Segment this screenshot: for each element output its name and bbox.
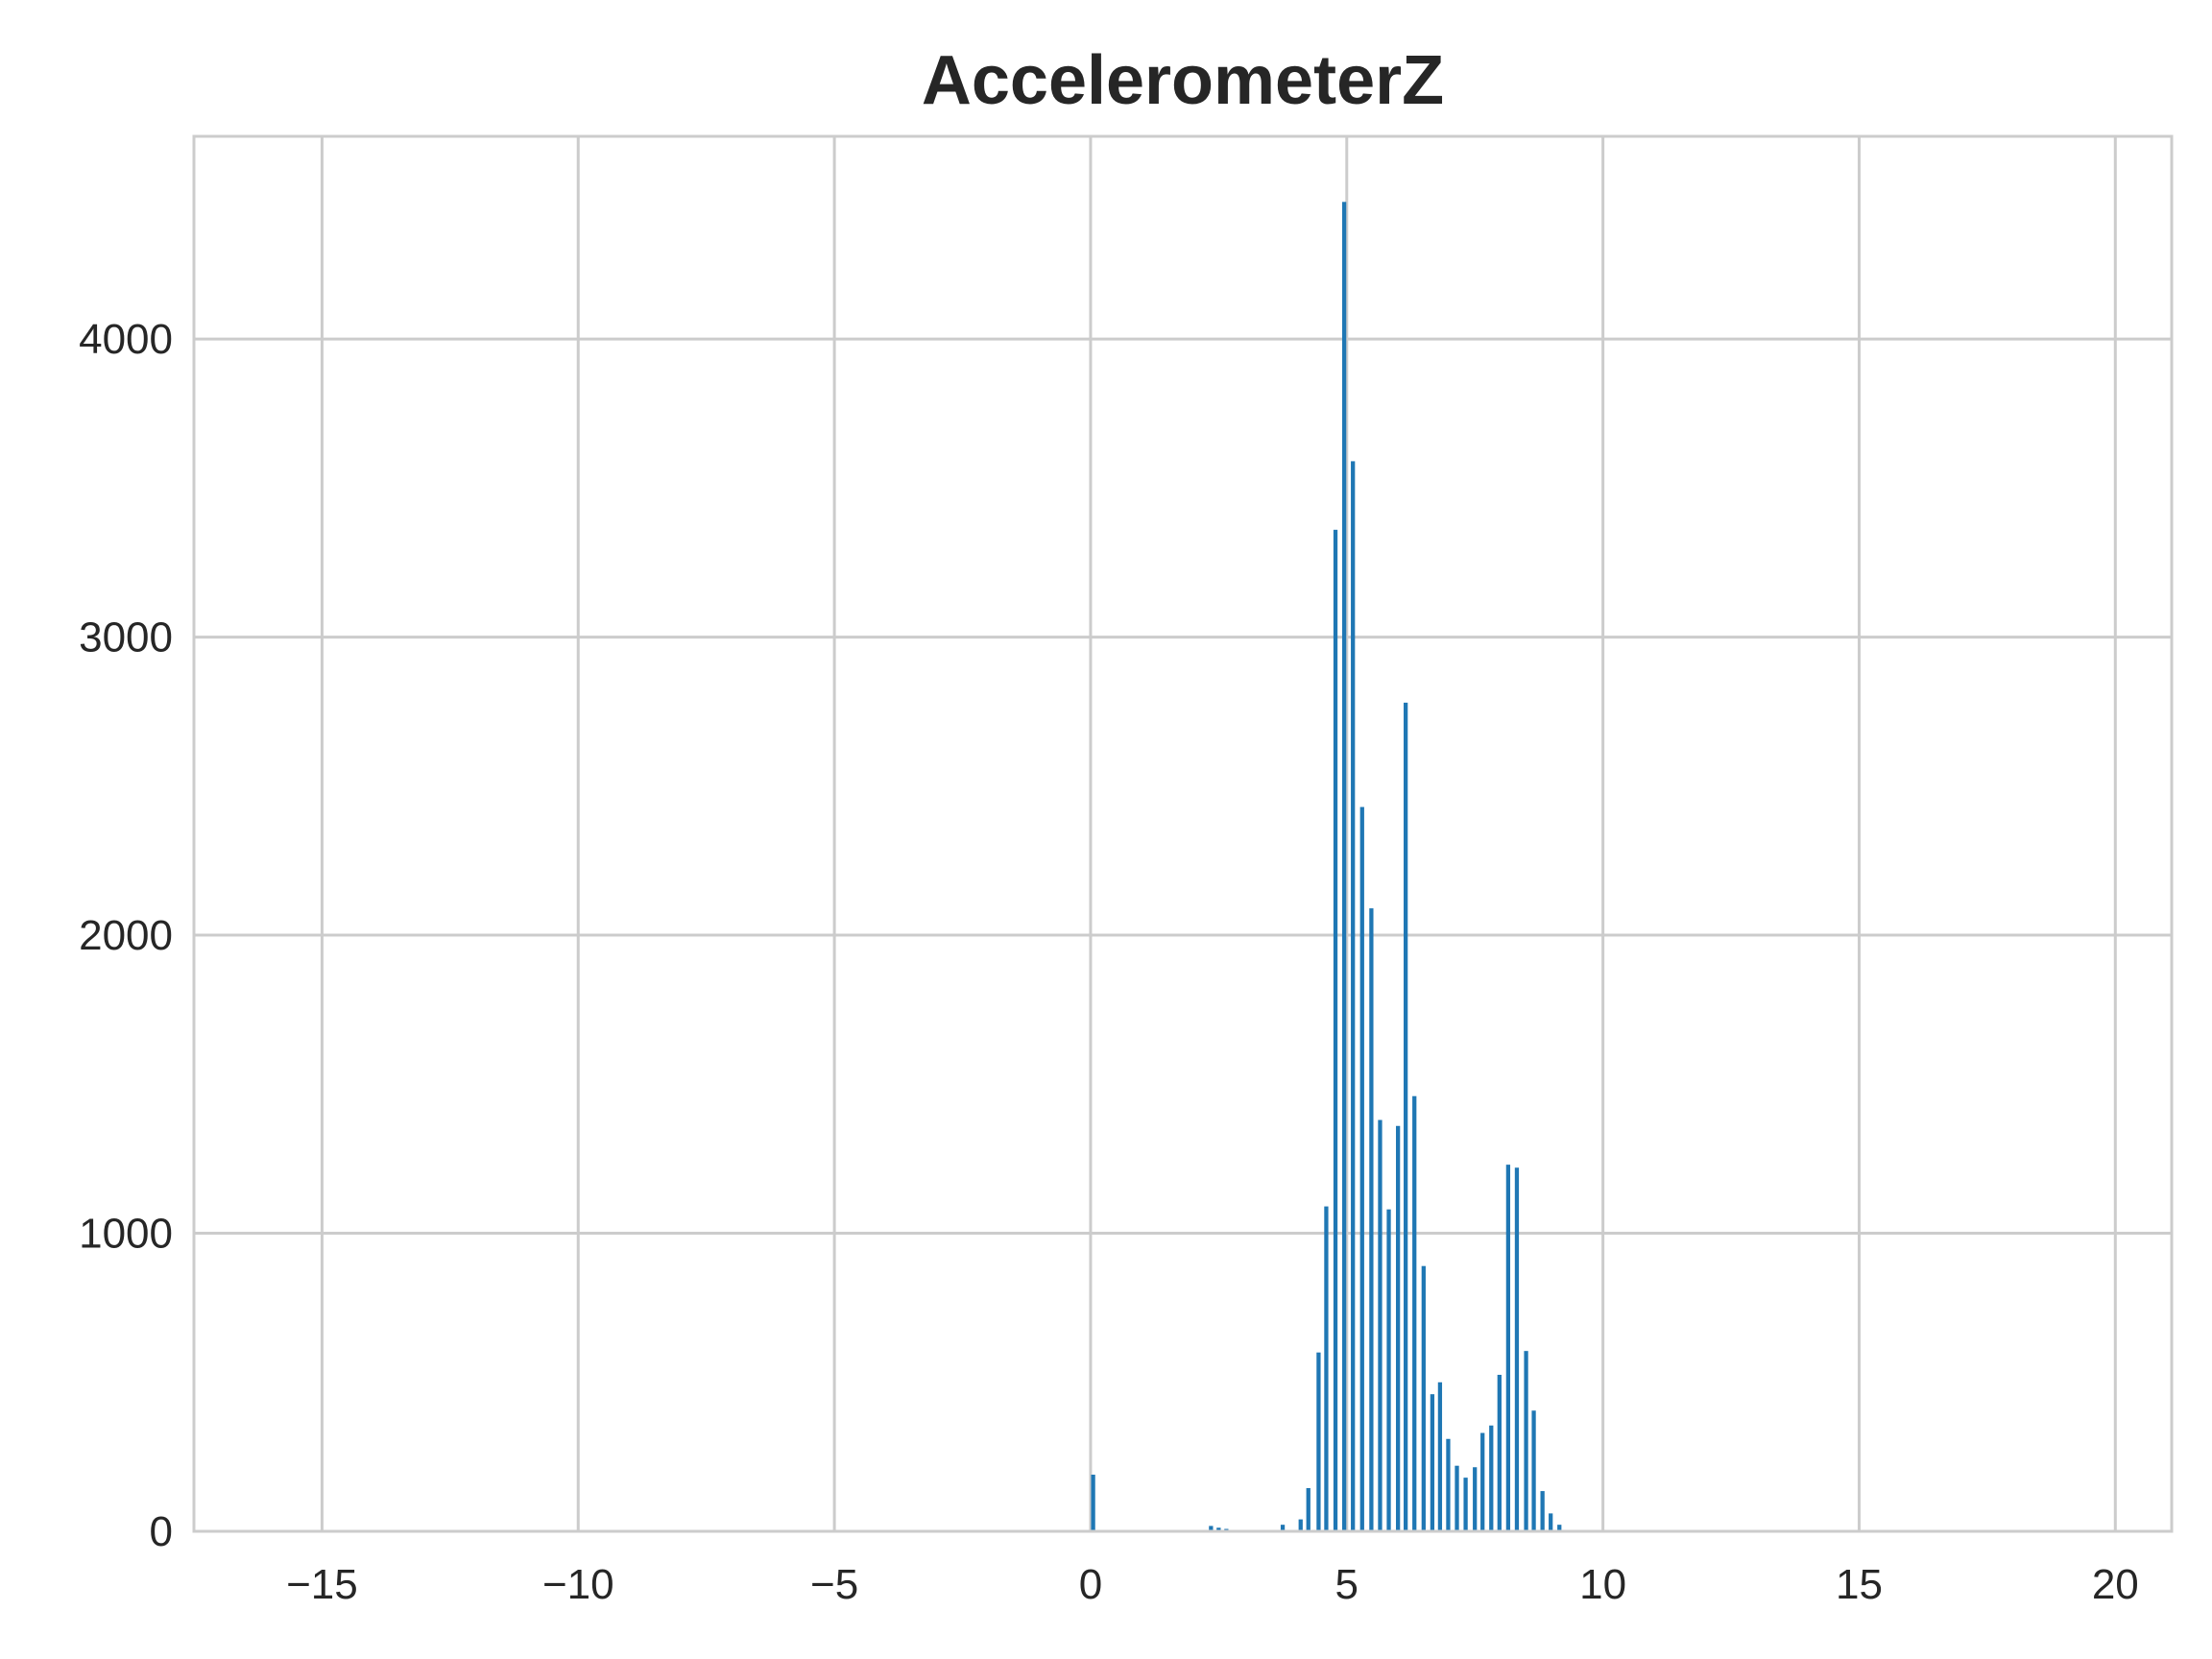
plot-frame: [192, 134, 2174, 1533]
y-axis-ticks: 0 1000 2000 3000 4000: [79, 316, 173, 1555]
histogram-bar: [1209, 1526, 1214, 1531]
x-tick-label: −5: [810, 1561, 858, 1608]
histogram-bar: [1341, 202, 1347, 1531]
histogram-bar: [1351, 461, 1356, 1532]
histogram-bar: [1306, 1487, 1310, 1531]
x-tick-label: 10: [1579, 1561, 1626, 1608]
histogram-bar: [1455, 1465, 1459, 1531]
histogram-bar: [1505, 1165, 1511, 1531]
y-tick-label: 1000: [79, 1211, 173, 1258]
histogram-bar: [1514, 1167, 1520, 1531]
x-tick-label: 5: [1335, 1561, 1358, 1608]
histogram-bar: [1404, 702, 1408, 1531]
histogram-bar: [1437, 1382, 1443, 1531]
y-tick-label: 0: [150, 1508, 173, 1555]
x-tick-label: 20: [2092, 1561, 2139, 1608]
histogram-bar: [1378, 1119, 1382, 1531]
histogram-bar: [1430, 1394, 1435, 1531]
histogram-bar: [1489, 1425, 1494, 1531]
histogram-bar: [1446, 1438, 1451, 1531]
histogram-bar: [1463, 1478, 1468, 1531]
histogram-bar: [1421, 1265, 1426, 1531]
histogram-bars: [1091, 202, 1562, 1532]
y-tick-label: 4000: [79, 316, 173, 363]
x-axis-ticks: −15 −10 −5 0 5 10 15 20: [286, 1561, 2139, 1608]
histogram-bar: [1324, 1206, 1329, 1531]
x-tick-label: −15: [286, 1561, 358, 1608]
chart-title: AccelerometerZ: [922, 42, 1444, 119]
histogram-bar: [1412, 1095, 1417, 1531]
histogram-bar: [1497, 1375, 1502, 1531]
histogram-bar: [1480, 1432, 1485, 1531]
histogram-bar: [1216, 1527, 1221, 1531]
histogram-bar: [1280, 1525, 1286, 1531]
histogram-bar: [1386, 1209, 1391, 1531]
histogram-bar: [1524, 1351, 1528, 1531]
histogram-bar: [1359, 806, 1364, 1531]
histogram-bar: [1333, 529, 1338, 1531]
histogram-bar: [1549, 1513, 1553, 1531]
histogram-bar: [1473, 1467, 1478, 1531]
y-tick-label: 3000: [79, 614, 173, 661]
histogram-bar: [1531, 1410, 1536, 1531]
histogram-bar: [1316, 1352, 1321, 1531]
x-tick-label: −10: [542, 1561, 614, 1608]
y-tick-label: 2000: [79, 912, 173, 959]
histogram-bar: [1298, 1519, 1303, 1531]
grid-lines: [194, 136, 2172, 1531]
x-tick-label: 15: [1836, 1561, 1883, 1608]
x-tick-label: 0: [1079, 1561, 1102, 1608]
histogram-bar: [1540, 1491, 1545, 1531]
histogram-bar: [1369, 908, 1374, 1531]
histogram-bar: [1557, 1525, 1562, 1531]
histogram-bar: [1091, 1475, 1095, 1531]
histogram-bar: [1396, 1125, 1401, 1531]
